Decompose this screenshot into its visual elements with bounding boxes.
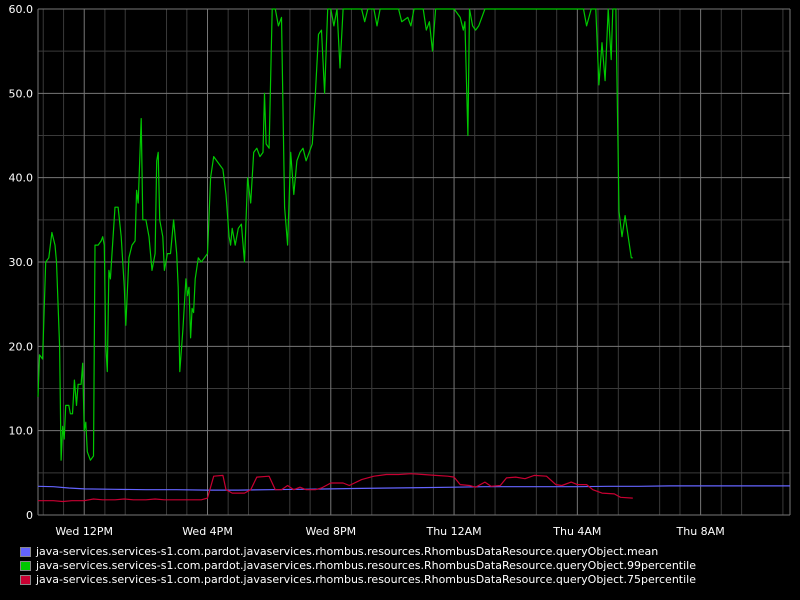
x-tick-label: Wed 4PM xyxy=(182,525,233,538)
y-tick-label: 40.0 xyxy=(9,172,34,185)
legend-swatch xyxy=(20,547,31,557)
legend-label: java-services.services-s1.com.pardot.jav… xyxy=(36,573,696,586)
y-tick-label: 10.0 xyxy=(9,425,34,438)
y-tick-label: 60.0 xyxy=(9,3,34,16)
x-tick-label: Wed 12PM xyxy=(55,525,113,538)
series-line-1 xyxy=(37,8,633,461)
legend-label: java-services.services-s1.com.pardot.jav… xyxy=(36,545,659,558)
x-axis-labels: Wed 12PM Wed 4PM Wed 8PM Thu 12AM Thu 4AM Thu… xyxy=(55,525,724,538)
x-tick-label: Thu 4AM xyxy=(552,525,601,538)
y-tick-label: 30.0 xyxy=(9,256,34,269)
legend-swatch xyxy=(20,575,31,585)
series-group xyxy=(37,8,790,503)
y-axis-labels: 0 10.0 20.0 30.0 40.0 50.0 60.0 xyxy=(9,3,34,522)
series-line-2 xyxy=(38,473,633,503)
legend-item-75percentile: java-services.services-s1.com.pardot.jav… xyxy=(20,573,790,587)
x-tick-label: Thu 12AM xyxy=(425,525,481,538)
legend-item-mean: java-services.services-s1.com.pardot.jav… xyxy=(20,545,790,559)
line-chart: 0 10.0 20.0 30.0 40.0 50.0 60.0 Wed 12PM Wed 4P… xyxy=(9,3,791,538)
y-tick-label: 0 xyxy=(26,509,33,522)
y-tick-label: 20.0 xyxy=(9,340,34,353)
y-tick-label: 50.0 xyxy=(9,87,34,100)
series-line-0 xyxy=(37,485,790,491)
legend-swatch xyxy=(20,561,31,571)
legend-label: java-services.services-s1.com.pardot.jav… xyxy=(36,559,696,572)
x-tick-label: Wed 8PM xyxy=(305,525,356,538)
legend-item-99percentile: java-services.services-s1.com.pardot.jav… xyxy=(20,559,790,573)
legend: java-services.services-s1.com.pardot.jav… xyxy=(20,545,790,587)
x-tick-label: Thu 8AM xyxy=(676,525,725,538)
